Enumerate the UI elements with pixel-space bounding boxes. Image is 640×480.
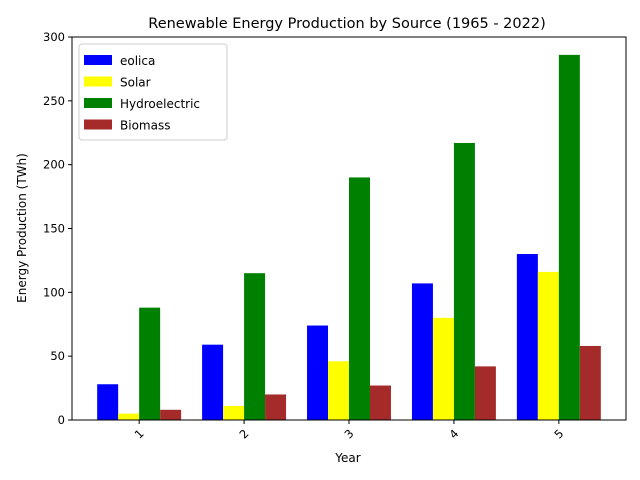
legend-label-biomass: Biomass — [120, 119, 170, 133]
bar-biomass-2 — [265, 394, 287, 420]
x-axis-label: Year — [334, 451, 360, 465]
legend-label-solar: Solar — [120, 76, 151, 90]
y-tick-label: 100 — [43, 285, 65, 299]
legend: eolica Solar Hydroelectric Biomass — [78, 43, 228, 141]
y-tick-label: 0 — [58, 413, 65, 427]
bar-hydroelectric-4 — [453, 142, 475, 421]
bar-eolica-5 — [516, 254, 538, 420]
y-tick-label: 50 — [50, 349, 65, 363]
bar-solar-4 — [432, 317, 454, 420]
legend-label-eolica: eolica — [120, 54, 155, 68]
y-axis: 0 50 100 150 200 250 300 — [43, 30, 72, 427]
legend-swatch-hydroelectric — [84, 98, 112, 108]
legend-swatch-biomass — [84, 119, 112, 130]
bar-solar-5 — [537, 271, 559, 420]
bar-solar-1 — [118, 413, 140, 420]
bar-biomass-1 — [160, 409, 182, 420]
y-tick-label: 250 — [43, 94, 65, 108]
plot-bars — [97, 54, 601, 421]
bar-hydroelectric-3 — [349, 177, 370, 420]
y-tick-label: 150 — [43, 222, 65, 236]
bar-solar-2 — [223, 405, 245, 420]
x-tick-label: 3 — [341, 426, 356, 441]
bar-eolica-3 — [307, 325, 329, 420]
y-tick-label: 200 — [43, 158, 65, 172]
x-tick-label: 5 — [551, 426, 566, 441]
legend-swatch-solar — [84, 76, 112, 87]
x-tick-label: 2 — [237, 426, 252, 441]
bar-biomass-5 — [579, 345, 601, 420]
y-tick-label: 300 — [43, 30, 65, 44]
x-tick-label: 1 — [132, 426, 147, 441]
legend-label-hydroelectric: Hydroelectric — [120, 97, 200, 111]
chart-title: Renewable Energy Production by Source (1… — [148, 16, 545, 32]
bar-biomass-4 — [474, 366, 496, 420]
bar-biomass-3 — [369, 385, 391, 420]
legend-frame — [78, 43, 228, 141]
bar-eolica-1 — [97, 384, 119, 420]
x-tick-label: 4 — [446, 426, 461, 441]
bar-eolica-2 — [202, 344, 224, 420]
x-axis: 1 2 3 4 5 — [132, 420, 566, 442]
bar-hydroelectric-1 — [139, 307, 161, 420]
bar-hydroelectric-2 — [244, 273, 266, 420]
bar-solar-3 — [328, 361, 349, 420]
legend-swatch-eolica — [84, 55, 112, 65]
y-axis-label: Energy Production (TWh) — [15, 153, 29, 303]
bar-eolica-4 — [411, 283, 433, 420]
bar-hydroelectric-5 — [558, 54, 580, 421]
